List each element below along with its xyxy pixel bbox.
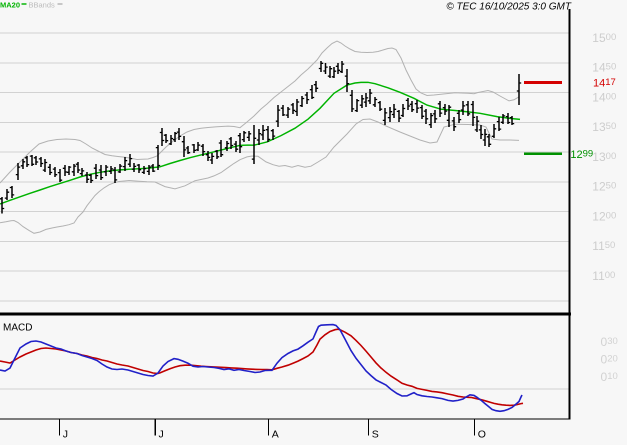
svg-text:1500: 1500 (592, 31, 616, 45)
svg-text:1299: 1299 (570, 149, 593, 161)
svg-text:1300: 1300 (592, 150, 616, 164)
svg-text:© TEC 16/10/2025 3:0 GMT: © TEC 16/10/2025 3:0 GMT (446, 2, 572, 13)
svg-text:O: O (478, 429, 486, 441)
svg-text:020: 020 (601, 353, 618, 367)
svg-text:1417: 1417 (593, 77, 616, 89)
svg-text:S: S (372, 429, 379, 441)
svg-text:1350: 1350 (592, 120, 616, 134)
svg-text:J: J (159, 429, 164, 441)
svg-text:BBands: BBands (29, 1, 56, 10)
svg-text:MACD: MACD (3, 323, 32, 334)
svg-text:1100: 1100 (592, 269, 615, 283)
svg-text:A: A (272, 429, 279, 441)
svg-text:030: 030 (601, 335, 618, 349)
svg-text:1250: 1250 (592, 180, 616, 194)
svg-text:1200: 1200 (592, 209, 616, 223)
svg-text:J: J (63, 429, 68, 441)
svg-text:MA20: MA20 (0, 1, 20, 10)
svg-text:010: 010 (601, 370, 618, 384)
svg-text:1150: 1150 (592, 239, 615, 253)
svg-text:1450: 1450 (592, 61, 616, 75)
svg-text:1400: 1400 (592, 90, 616, 104)
